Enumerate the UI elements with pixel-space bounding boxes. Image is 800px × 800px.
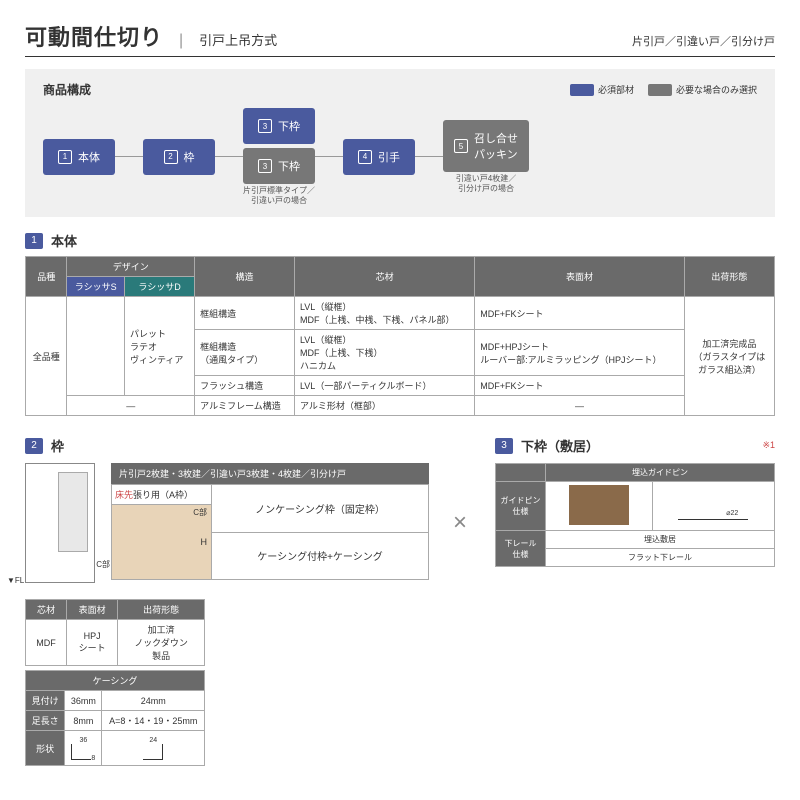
node-1: 1本体: [43, 139, 115, 175]
node-2: 2枠: [143, 139, 215, 175]
frame-tab: 片引戸2枚建・3枚建／引違い戸3枚建・4枚建／引分け戸: [111, 463, 429, 484]
frame-options: 床先張り用（A枠） C部 H ノンケーシング枠（固定枠） ケーシング付枠+ケーシ…: [111, 484, 429, 580]
node-3b: 3下枠: [243, 148, 315, 184]
note-3: 片引戸標準タイプ／ 引違い戸の場合: [243, 186, 315, 205]
type-list: 片引戸／引違い戸／引分け戸: [632, 33, 775, 49]
table-main: 品種 デザイン 構造 芯材 表面材 出荷形態 ラシッサS ラシッサD 全品種 パ…: [25, 256, 775, 416]
fl-label: ▼FL: [7, 576, 24, 585]
rail-diagram: [678, 490, 748, 520]
casing-table: ケーシング 見付け36mm24mm 足長さ8mmA=8・14・19・25mm 形…: [25, 670, 205, 766]
rail-photo: [569, 485, 629, 525]
material-table: 芯材表面材出荷形態 MDF HPJ シート 加工済 ノックダウン 製品: [25, 599, 205, 666]
node-3a: 3下枠: [243, 108, 315, 144]
section-3-head: 3 下枠（敷居） ※1: [495, 436, 775, 455]
page-header: 可動間仕切り | 引戸上吊方式 片引戸／引違い戸／引分け戸: [25, 20, 775, 57]
section-1-head: 1 本体: [25, 231, 775, 250]
door-diagram: C部: [25, 463, 95, 583]
legend-required: 必須部材: [570, 83, 634, 96]
node-5: 5召し合せ パッキン: [443, 120, 529, 172]
rail-table: 埋込ガイドピン ガイドピン 仕様 下レール 仕様 埋込敷居 フラット下レール: [495, 463, 775, 567]
comp-title: 商品構成: [43, 81, 91, 98]
note-5: 引違い戸4枚建／ 引分け戸の場合: [443, 174, 529, 193]
node-4: 4引手: [343, 139, 415, 175]
composition-box: 商品構成 必須部材 必要な場合のみ選択 1本体 2枠 3下枠 3下枠 片引戸標準…: [25, 69, 775, 217]
flow-diagram: 1本体 2枠 3下枠 3下枠 片引戸標準タイプ／ 引違い戸の場合 4引手 5召し…: [43, 108, 757, 205]
times-icon: ×: [445, 509, 475, 537]
divider: |: [179, 32, 183, 50]
legend-optional: 必要な場合のみ選択: [648, 83, 757, 96]
main-title: 可動間仕切り: [25, 20, 163, 52]
sub-title: 引戸上吊方式: [199, 30, 277, 49]
section-2-head: 2 枠: [25, 436, 475, 455]
badge-1: 1: [25, 233, 43, 249]
